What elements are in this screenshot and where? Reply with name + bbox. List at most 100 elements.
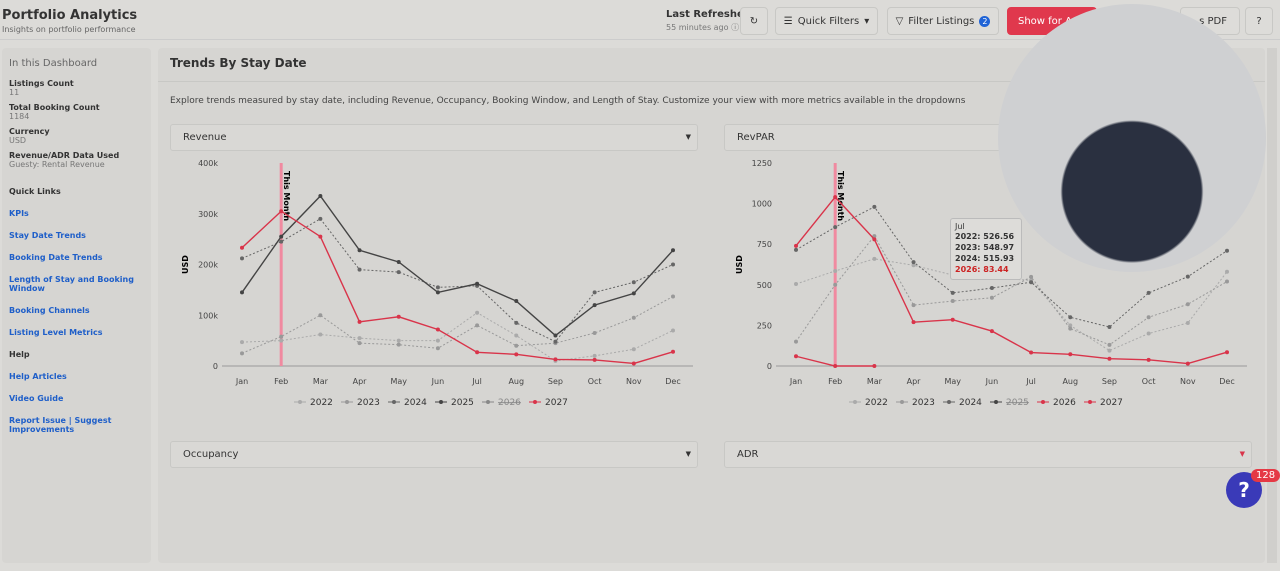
- data-point: [435, 338, 440, 343]
- data-point: [950, 299, 955, 304]
- metric-dropdown-adr[interactable]: ADR ▼: [724, 441, 1252, 468]
- data-point: [240, 290, 244, 295]
- legend-marker: [392, 400, 396, 404]
- data-point: [553, 333, 558, 338]
- data-point: [279, 338, 284, 343]
- data-point: [1185, 302, 1190, 307]
- x-tick-label: Jan: [789, 377, 802, 386]
- link-help-articles[interactable]: Help Articles: [9, 372, 67, 381]
- link-video-guide[interactable]: Video Guide: [9, 394, 64, 403]
- sidebar: In this Dashboard Listings Count 11 Total…: [2, 48, 151, 563]
- link-booking-date-trends[interactable]: Booking Date Trends: [9, 253, 103, 262]
- data-point: [1146, 357, 1151, 362]
- legend-item-2022: 2022: [865, 398, 888, 408]
- data-point: [911, 260, 916, 265]
- data-point: [989, 286, 994, 291]
- legend-marker: [900, 400, 904, 404]
- tooltip-row: 2026: 83.44: [955, 265, 1009, 274]
- link-booking-channels[interactable]: Booking Channels: [9, 306, 90, 315]
- data-point: [671, 248, 675, 253]
- data-point: [631, 315, 636, 320]
- legend-item-2027: 2027: [1100, 398, 1123, 408]
- link-kpis[interactable]: KPIs: [9, 209, 29, 218]
- data-point: [833, 225, 838, 230]
- stat-value: USD: [9, 136, 27, 145]
- x-tick-label: Dec: [1219, 377, 1234, 386]
- data-point: [1068, 315, 1073, 320]
- link-listing-level-metrics[interactable]: Listing Level Metrics: [9, 328, 103, 337]
- data-point: [950, 317, 955, 322]
- data-point: [396, 259, 401, 264]
- data-point: [1107, 342, 1112, 347]
- metric-dropdown-occupancy[interactable]: Occupancy ▼: [170, 441, 698, 468]
- dropdown-value: ADR: [737, 449, 759, 460]
- data-point: [514, 343, 519, 348]
- data-point: [279, 234, 284, 239]
- y-axis-label: USD: [735, 255, 744, 274]
- section-title: Trends By Stay Date: [170, 56, 307, 70]
- data-point: [794, 281, 798, 286]
- stat-label: Currency: [9, 127, 50, 136]
- quick-filters-button[interactable]: ☰ Quick Filters ▾: [775, 7, 878, 35]
- data-point: [872, 256, 877, 261]
- series-line-2023: [241, 296, 674, 354]
- data-point: [357, 248, 362, 253]
- series-line-2027: [241, 210, 674, 365]
- chart-tooltip: Jul 2022: 526.56 2023: 548.97 2024: 515.…: [950, 218, 1022, 280]
- data-point: [950, 290, 955, 295]
- x-tick-label: Mar: [867, 377, 883, 386]
- metric-dropdown-revenue[interactable]: Revenue ▼: [170, 124, 698, 151]
- this-month-label: This Month: [836, 171, 845, 221]
- data-point: [514, 320, 519, 325]
- link-report-issue[interactable]: Report Issue | Suggest Improvements: [9, 416, 112, 434]
- scrollbar[interactable]: [1267, 48, 1277, 563]
- data-point: [475, 350, 480, 355]
- last-refreshed-label: Last Refreshed: [666, 9, 751, 20]
- data-point: [396, 314, 401, 319]
- legend-marker: [439, 400, 443, 404]
- info-icon[interactable]: ⓘ: [731, 23, 740, 32]
- data-point: [357, 336, 362, 341]
- x-tick-label: Feb: [274, 377, 288, 386]
- data-point: [475, 323, 480, 328]
- data-point: [989, 329, 994, 334]
- data-point: [631, 347, 636, 352]
- legend-item-2026: 2026: [1053, 398, 1076, 408]
- x-tick-label: Jan: [235, 377, 248, 386]
- filter-lines-icon: ☰: [783, 15, 793, 27]
- filter-listings-button[interactable]: ▽ Filter Listings 2: [887, 7, 999, 35]
- data-point: [671, 328, 675, 333]
- data-point: [833, 364, 838, 368]
- caret-down-icon: ▼: [685, 133, 691, 141]
- data-point: [435, 346, 440, 351]
- link-length-of-stay[interactable]: Length of Stay and Booking Window: [9, 275, 134, 293]
- help-button[interactable]: ?: [1245, 7, 1273, 35]
- link-stay-date-trends[interactable]: Stay Date Trends: [9, 231, 86, 240]
- tooltip-row: 2024: 515.93: [955, 254, 1015, 263]
- y-tick-label: 500: [757, 281, 772, 290]
- data-point: [475, 310, 480, 315]
- data-point: [357, 319, 362, 324]
- data-point: [240, 340, 244, 345]
- refresh-button[interactable]: ↻: [740, 7, 768, 35]
- section-description: Explore trends measured by stay date, in…: [170, 96, 966, 106]
- data-point: [1029, 350, 1034, 355]
- data-point: [279, 239, 284, 244]
- data-point: [240, 351, 244, 356]
- y-tick-label: 200k: [198, 261, 218, 270]
- data-point: [1068, 326, 1073, 331]
- y-tick-label: 750: [757, 240, 772, 249]
- data-point: [318, 193, 323, 198]
- data-point: [794, 354, 798, 359]
- legend-item-2023: 2023: [912, 398, 935, 408]
- stat-value: Guesty: Rental Revenue: [9, 160, 105, 169]
- series-line-2022: [241, 312, 674, 362]
- dropdown-value: RevPAR: [737, 132, 775, 143]
- tooltip-row: 2022: 526.56: [955, 232, 1015, 241]
- y-tick-label: 400k: [198, 159, 218, 168]
- legend-marker: [533, 400, 537, 404]
- data-point: [1107, 356, 1112, 361]
- tooltip-title: Jul: [955, 222, 965, 231]
- data-point: [592, 353, 597, 358]
- y-tick-label: 0: [767, 362, 772, 371]
